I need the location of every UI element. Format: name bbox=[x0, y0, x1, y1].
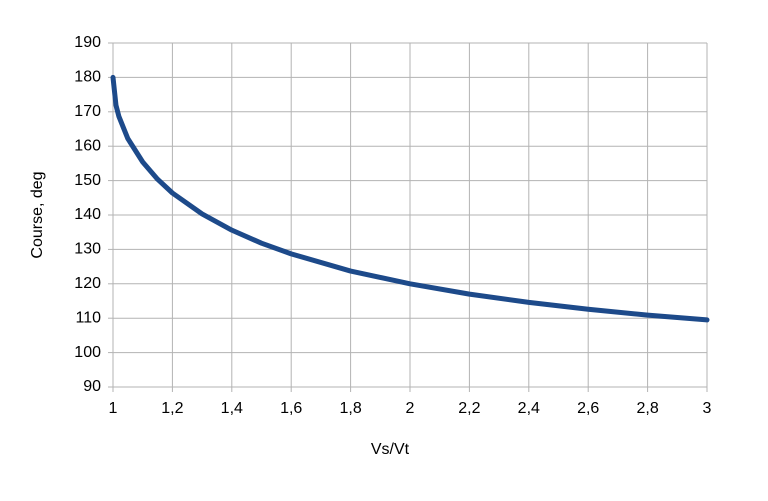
y-tick-label: 110 bbox=[75, 309, 101, 326]
y-tick-label: 130 bbox=[74, 241, 101, 258]
x-axis-label: Vs/Vt bbox=[371, 441, 410, 458]
x-tick-label: 2,8 bbox=[636, 400, 658, 417]
y-tick-label: 190 bbox=[74, 34, 101, 51]
y-tick-label: 180 bbox=[74, 69, 101, 86]
x-tick-label: 2,6 bbox=[577, 400, 599, 417]
y-axis-label: Course, deg bbox=[29, 171, 46, 258]
x-tick-label: 1,4 bbox=[221, 400, 243, 417]
y-tick-label: 150 bbox=[74, 172, 101, 189]
y-tick-label: 100 bbox=[74, 344, 101, 361]
x-tick-label: 1,8 bbox=[339, 400, 361, 417]
y-tick-label: 90 bbox=[83, 378, 101, 395]
x-tick-label: 1,2 bbox=[161, 400, 183, 417]
y-tick-label: 120 bbox=[74, 275, 101, 292]
x-tick-label: 2 bbox=[406, 400, 415, 417]
data-line bbox=[110, 74, 710, 323]
x-tick-label: 2,2 bbox=[458, 400, 480, 417]
y-tick-label: 170 bbox=[74, 103, 101, 120]
x-tick-label: 3 bbox=[703, 400, 712, 417]
x-tick-label: 1,6 bbox=[280, 400, 302, 417]
x-tick-label: 1 bbox=[109, 400, 118, 417]
y-tick-label: 160 bbox=[74, 137, 101, 154]
x-tick-label: 2,4 bbox=[518, 400, 540, 417]
y-tick-label: 140 bbox=[74, 206, 101, 223]
